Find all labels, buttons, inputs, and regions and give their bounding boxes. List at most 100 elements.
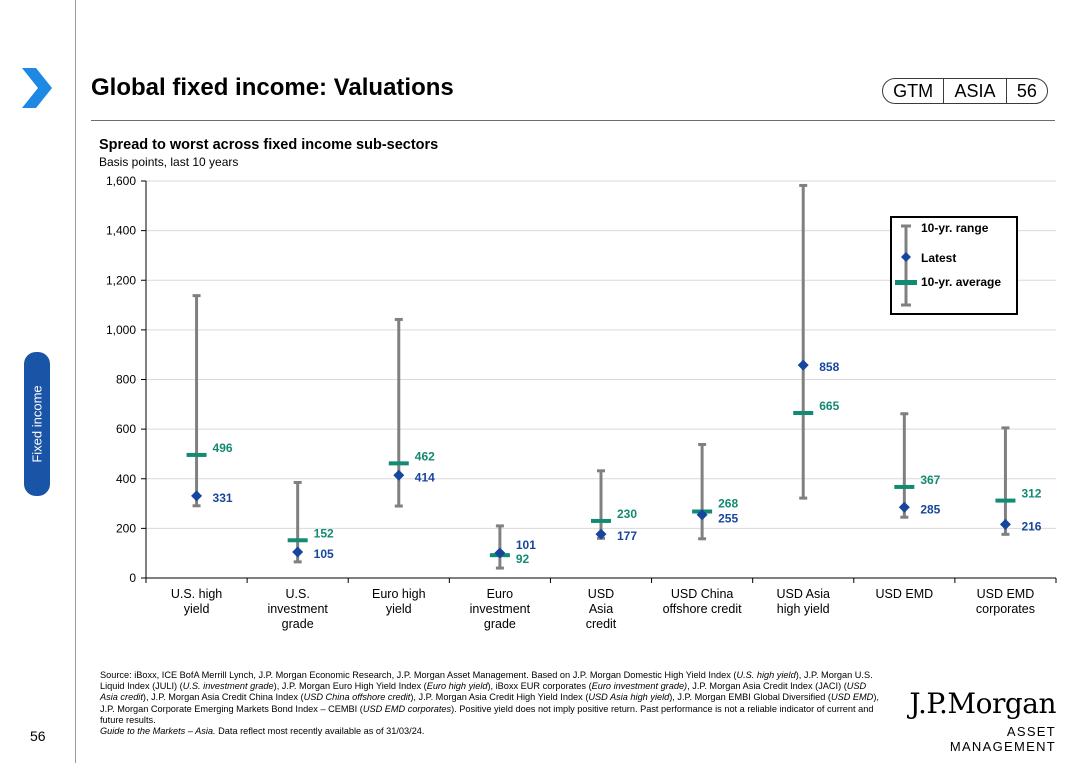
average-data-label: 268 bbox=[718, 497, 738, 511]
average-data-label: 367 bbox=[920, 473, 940, 487]
source-footnote: Source: iBoxx, ICE BofA Merrill Lynch, J… bbox=[100, 670, 880, 737]
badge-separator bbox=[1005, 78, 1007, 104]
source-text-part: Source: iBoxx, ICE BofA Merrill Lynch, J… bbox=[100, 670, 737, 680]
source-index-name: Euro high yield bbox=[426, 681, 488, 692]
x-category-label: grade bbox=[484, 617, 516, 631]
section-tab-fixed-income[interactable]: Fixed income bbox=[24, 352, 50, 496]
x-category-label: grade bbox=[282, 617, 314, 631]
latest-marker bbox=[797, 359, 809, 371]
x-category-label: corporates bbox=[976, 602, 1035, 616]
source-text: Source: iBoxx, ICE BofA Merrill Lynch, J… bbox=[100, 670, 879, 725]
chevron-right-icon bbox=[22, 68, 52, 108]
average-marker bbox=[995, 498, 1016, 503]
badge-separator bbox=[943, 78, 945, 104]
x-category-label: high yield bbox=[777, 602, 830, 616]
y-tick-label: 400 bbox=[116, 472, 136, 486]
latest-marker bbox=[999, 518, 1011, 530]
source-text-part: ), J.P. Morgan U.S. Liquid Index (JULI) … bbox=[100, 670, 873, 692]
x-category-label: USD EMD bbox=[977, 587, 1035, 601]
x-category-label: Asia bbox=[589, 602, 613, 616]
average-marker bbox=[287, 538, 308, 543]
y-tick-label: 600 bbox=[116, 422, 136, 436]
x-category-label: USD Asia bbox=[776, 587, 830, 601]
source-index-name: USD EMD corporates bbox=[362, 703, 452, 714]
source-index-name: U.S. high yield bbox=[736, 670, 796, 680]
x-category-label: Euro bbox=[487, 587, 513, 601]
average-marker bbox=[793, 410, 814, 415]
average-data-label: 92 bbox=[516, 552, 530, 566]
guide-title: Guide to the Markets – Asia. bbox=[100, 726, 216, 737]
latest-marker bbox=[898, 501, 910, 513]
source-index-name: USD Asia high yield bbox=[588, 692, 670, 703]
y-tick-label: 800 bbox=[116, 373, 136, 387]
average-data-label: 462 bbox=[415, 449, 435, 463]
latest-marker bbox=[393, 469, 405, 481]
x-category-label: investment bbox=[267, 602, 328, 616]
latest-marker bbox=[494, 547, 506, 559]
data-date-note: Data reflect most recently available as … bbox=[215, 726, 425, 737]
source-text-part: , J.P. Morgan Asia Credit Index (JACI) ( bbox=[687, 681, 847, 692]
y-tick-label: 200 bbox=[116, 521, 136, 535]
x-category-label: investment bbox=[470, 602, 531, 616]
legend-label-range: 10-yr. range bbox=[921, 221, 989, 235]
brand-subtitle: ASSET MANAGEMENT bbox=[949, 724, 1056, 754]
latest-data-label: 285 bbox=[920, 502, 940, 516]
source-index-name: USD Asia credit bbox=[100, 681, 867, 703]
source-index-name: Euro investment grade) bbox=[591, 681, 688, 692]
gtm-badge: GTM ASIA 56 bbox=[882, 78, 1048, 104]
source-index-name: USD EMD bbox=[830, 692, 874, 703]
x-category-label: USD China bbox=[671, 587, 734, 601]
legend-latest-swatch bbox=[901, 252, 911, 262]
latest-data-label: 105 bbox=[314, 547, 334, 561]
legend-label-latest: Latest bbox=[921, 251, 956, 265]
average-marker bbox=[894, 484, 915, 489]
average-marker bbox=[186, 452, 207, 457]
y-tick-label: 1,400 bbox=[106, 224, 136, 238]
y-tick-label: 1,000 bbox=[106, 323, 136, 337]
average-data-label: 312 bbox=[1021, 487, 1041, 501]
gtm-badge-label: GTM bbox=[893, 80, 934, 101]
x-category-label: yield bbox=[184, 602, 210, 616]
y-tick-label: 1,600 bbox=[106, 174, 136, 188]
latest-data-label: 331 bbox=[213, 491, 233, 505]
x-category-label: Euro high bbox=[372, 587, 426, 601]
legend-average-swatch bbox=[895, 280, 917, 285]
average-data-label: 230 bbox=[617, 507, 637, 521]
title-rule bbox=[91, 120, 1055, 121]
source-text-part: ), J.P. Morgan Corporate Emerging Market… bbox=[100, 692, 879, 714]
average-marker bbox=[388, 461, 409, 466]
x-category-label: USD EMD bbox=[876, 587, 934, 601]
latest-data-label: 414 bbox=[415, 470, 435, 484]
y-tick-label: 0 bbox=[129, 571, 136, 585]
x-category-label: credit bbox=[586, 617, 617, 631]
gtm-badge-region: ASIA bbox=[954, 80, 996, 101]
page-title: Global fixed income: Valuations bbox=[91, 74, 454, 101]
legend-box bbox=[890, 216, 1018, 315]
latest-marker bbox=[696, 509, 708, 521]
source-text-part: ), J.P. Morgan EMBI Global Diversified ( bbox=[669, 692, 831, 703]
x-category-label: yield bbox=[386, 602, 412, 616]
latest-data-label: 101 bbox=[516, 538, 536, 552]
source-text-part: ). Positive yield does not imply positiv… bbox=[100, 703, 874, 725]
y-tick-label: 1,200 bbox=[106, 273, 136, 287]
latest-marker bbox=[191, 490, 203, 502]
gtm-badge-page: 56 bbox=[1016, 80, 1037, 101]
latest-data-label: 177 bbox=[617, 529, 637, 543]
chart-subtitle: Basis points, last 10 years bbox=[99, 155, 239, 169]
source-text-part: ), J.P. Morgan Asia Credit China Index ( bbox=[142, 692, 304, 703]
source-text-part: ), J.P. Morgan Euro High Yield Index ( bbox=[273, 681, 427, 692]
left-divider-line bbox=[75, 0, 76, 763]
latest-marker bbox=[292, 546, 304, 558]
legend-label-average: 10-yr. average bbox=[921, 275, 1001, 289]
x-category-label: USD bbox=[588, 587, 614, 601]
source-index-name: USD China offshore credit bbox=[303, 692, 411, 703]
page-number: 56 bbox=[30, 728, 46, 744]
average-data-label: 665 bbox=[819, 399, 839, 413]
source-text-part: ), iBoxx EUR corporates ( bbox=[487, 681, 592, 692]
latest-data-label: 858 bbox=[819, 360, 839, 374]
source-index-name: U.S. investment grade bbox=[182, 681, 274, 692]
average-data-label: 152 bbox=[314, 526, 334, 540]
x-category-label: offshore credit bbox=[663, 602, 743, 616]
x-category-label: U.S. high bbox=[171, 587, 222, 601]
